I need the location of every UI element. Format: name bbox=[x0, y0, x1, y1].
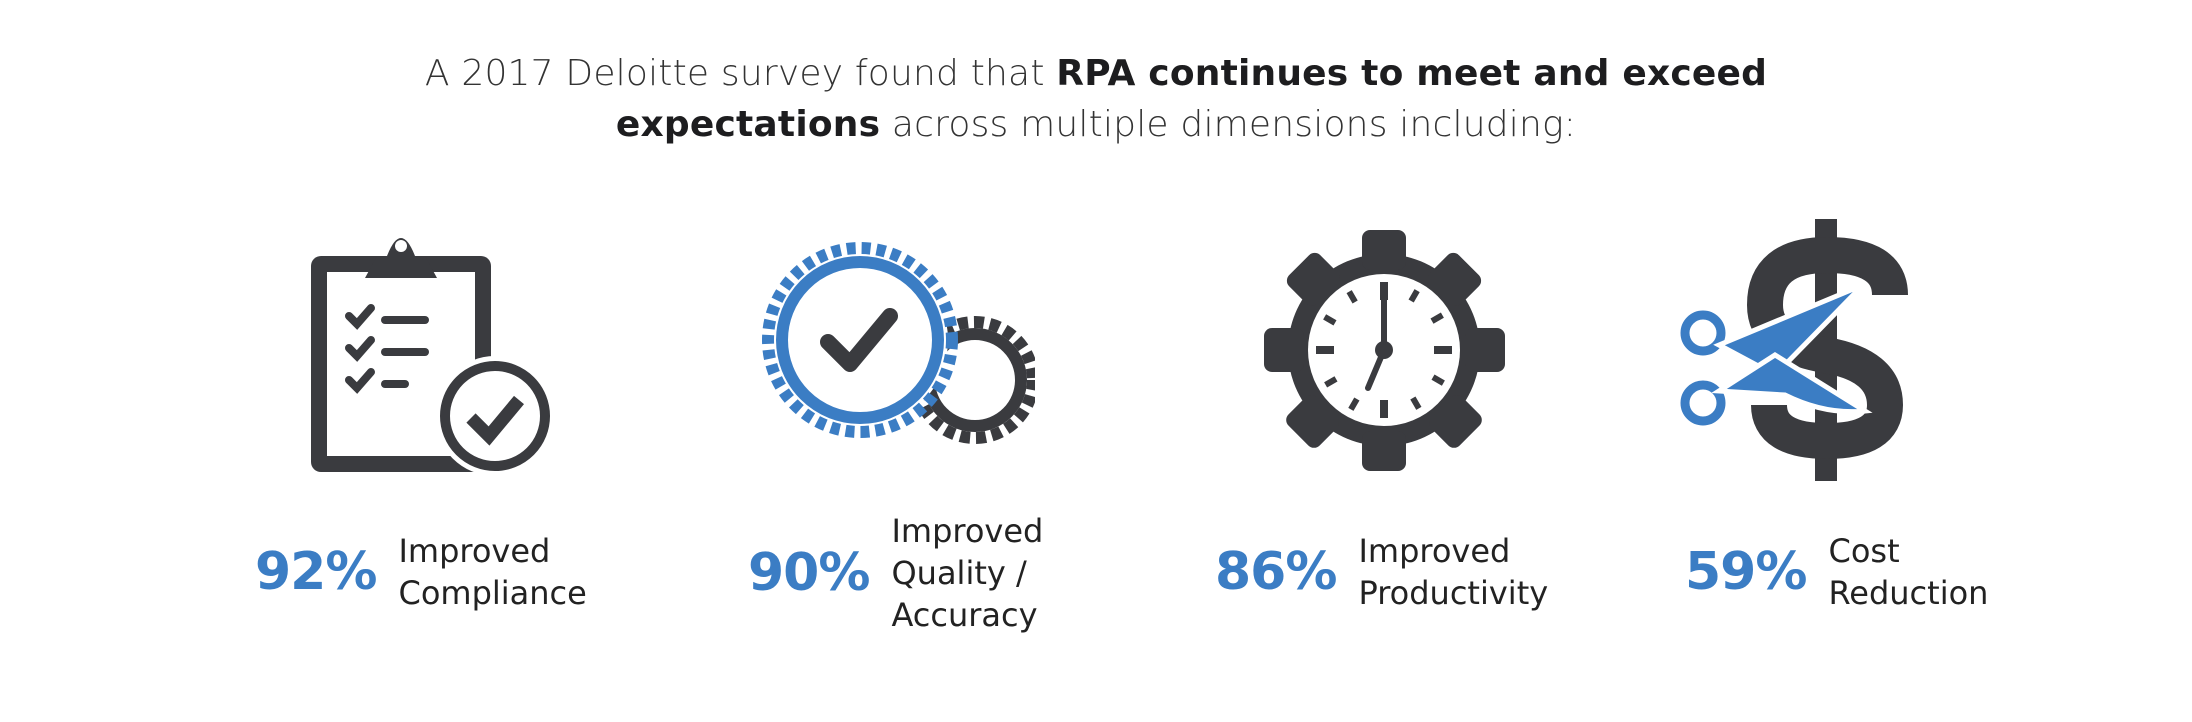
stat-cost: 59% Cost Reduction bbox=[1685, 530, 1988, 614]
stat-percent: 92% bbox=[255, 542, 377, 602]
stat-compliance: 92% Improved Compliance bbox=[255, 530, 587, 614]
heading: A 2017 Deloitte survey found that RPA co… bbox=[0, 48, 2192, 150]
stat-quality: 90% Improved Quality / Accuracy bbox=[748, 510, 1043, 636]
stat-label: Cost Reduction bbox=[1828, 532, 1989, 612]
stat-percent: 86% bbox=[1215, 542, 1337, 602]
stat-productivity: 86% Improved Productivity bbox=[1215, 530, 1548, 614]
clipboard-check-icon bbox=[311, 238, 555, 476]
stat-label: Improved Compliance bbox=[398, 532, 587, 612]
stat-label: Improved Quality / Accuracy bbox=[891, 512, 1044, 634]
gear-clock-icon bbox=[1264, 230, 1505, 471]
scissors-dollar-icon bbox=[1680, 219, 1908, 481]
stat-label: Improved Productivity bbox=[1358, 532, 1549, 612]
heading-line-2: expectations across multiple dimensions … bbox=[615, 104, 1577, 145]
heading-line-1: A 2017 Deloitte survey found that RPA co… bbox=[424, 53, 1768, 94]
gear-check-icon bbox=[762, 242, 1035, 444]
stat-percent: 90% bbox=[748, 543, 870, 603]
stat-percent: 59% bbox=[1685, 542, 1807, 602]
